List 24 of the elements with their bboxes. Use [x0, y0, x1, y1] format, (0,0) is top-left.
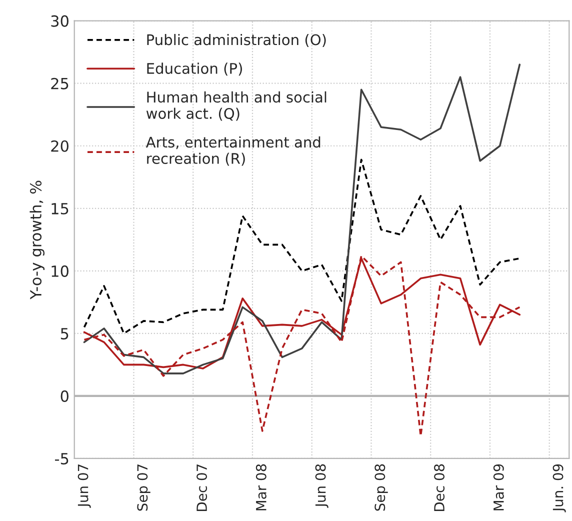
x-tick-label: Dec 08: [434, 464, 445, 511]
legend-label: Public administration (O): [147, 34, 326, 47]
x-tick-label: Sep 08: [374, 464, 388, 511]
legend-label: Education (P): [147, 62, 242, 76]
x-tick-label: Dec 07: [196, 464, 208, 511]
x-tick-label: Mar 09: [493, 464, 504, 510]
y-tick-label: 30: [51, 15, 68, 27]
x-tick-label: Jun 08: [315, 464, 328, 508]
y-axis-title: Y-o-y growth, %: [30, 180, 44, 300]
legend-label: Human health and social work act. (Q): [146, 91, 326, 121]
y-tick-label: 5: [60, 328, 68, 340]
x-tick-label: Jun. 09: [552, 464, 566, 512]
y-tick-label: -5: [55, 453, 68, 464]
y-tick-label: 15: [52, 203, 68, 214]
y-tick-label: 10: [52, 265, 68, 277]
x-tick-label: Sep 07: [137, 464, 150, 511]
line-series: [83, 64, 521, 374]
x-tick-label: Jun 07: [78, 464, 91, 508]
x-tick-label: Mar 08: [256, 464, 266, 510]
y-tick-label: 20: [51, 140, 68, 152]
y-tick-label: 25: [51, 78, 68, 90]
legend-label: Arts, entertainment and recreation (R): [146, 136, 320, 166]
y-tick-label: 0: [60, 390, 68, 402]
line-series: [83, 255, 521, 437]
